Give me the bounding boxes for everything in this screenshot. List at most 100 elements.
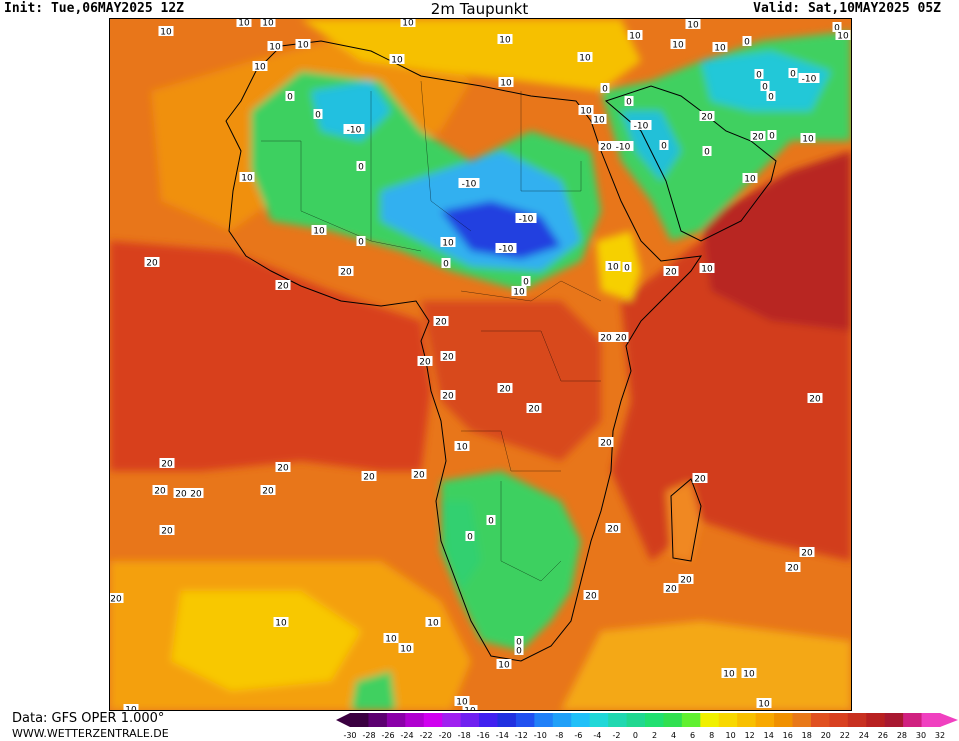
svg-text:20: 20 bbox=[615, 334, 627, 344]
contour-label: -10 bbox=[612, 141, 634, 153]
contour-label: 10 bbox=[398, 643, 414, 655]
colorbar-swatch bbox=[810, 713, 830, 727]
contour-label: 0 bbox=[742, 36, 752, 48]
contour-label: 20 bbox=[692, 473, 708, 485]
colorbar-tick-label: 12 bbox=[745, 731, 755, 740]
svg-text:10: 10 bbox=[391, 56, 403, 66]
colorbar-left-arrow bbox=[336, 713, 350, 727]
svg-text:20: 20 bbox=[694, 475, 706, 485]
colorbar-ticks: -30 -28 -26 -24 -22 -20 -18 -16 -14 -12 -10 -8 -6 -4-… bbox=[343, 731, 945, 740]
svg-text:0: 0 bbox=[523, 278, 529, 288]
svg-text:20: 20 bbox=[277, 464, 289, 474]
svg-text:0: 0 bbox=[516, 638, 522, 648]
contour-label: 20 bbox=[799, 547, 815, 559]
svg-text:20: 20 bbox=[262, 487, 274, 497]
colorbar-swatch bbox=[792, 713, 812, 727]
svg-text:20: 20 bbox=[419, 358, 431, 368]
contour-label: 10 bbox=[295, 39, 311, 51]
svg-text:10: 10 bbox=[160, 28, 172, 38]
svg-text:10: 10 bbox=[701, 265, 713, 275]
colorbar-tick-label: -24 bbox=[401, 731, 414, 740]
svg-text:10: 10 bbox=[837, 32, 849, 42]
svg-text:10: 10 bbox=[498, 661, 510, 671]
contour-label: 10 bbox=[699, 263, 715, 275]
colorbar-tick-label: -8 bbox=[555, 731, 563, 740]
colorbar-swatch bbox=[460, 713, 480, 727]
contour-label: 10 bbox=[252, 61, 268, 73]
svg-text:20: 20 bbox=[665, 585, 677, 595]
svg-text:20: 20 bbox=[340, 268, 352, 278]
contour-label: 10 bbox=[158, 26, 174, 38]
contour-label: 20 bbox=[699, 111, 715, 123]
colorbar-swatch bbox=[350, 713, 369, 727]
contour-label: 10 bbox=[670, 39, 686, 51]
svg-text:10: 10 bbox=[400, 645, 412, 655]
contour-label: 10 bbox=[496, 659, 512, 671]
svg-text:10: 10 bbox=[297, 41, 309, 51]
contour-label: -10 bbox=[458, 178, 480, 190]
colorbar-swatch bbox=[589, 713, 609, 727]
contour-label: 20 bbox=[750, 131, 766, 143]
colorbar-swatch bbox=[479, 713, 498, 727]
svg-text:0: 0 bbox=[756, 71, 762, 81]
colorbar-tick-label: 14 bbox=[764, 731, 774, 740]
contour-label: 20 bbox=[526, 403, 542, 415]
contour-label: 10 bbox=[605, 261, 621, 273]
svg-text:-10: -10 bbox=[347, 126, 362, 136]
svg-text:20: 20 bbox=[435, 318, 447, 328]
colorbar-swatch bbox=[571, 713, 591, 727]
svg-text:10: 10 bbox=[629, 32, 641, 42]
colorbar-swatch bbox=[368, 713, 388, 727]
svg-text:10: 10 bbox=[402, 19, 414, 29]
contour-label: 20 bbox=[338, 266, 354, 278]
colorbar-tick-label: 0 bbox=[633, 731, 638, 740]
svg-text:10: 10 bbox=[125, 706, 137, 711]
colorbar-swatch bbox=[442, 713, 462, 727]
svg-text:0: 0 bbox=[358, 238, 364, 248]
contour-label: 0 bbox=[356, 236, 366, 248]
tropical-atlantic-field bbox=[110, 241, 431, 471]
svg-text:0: 0 bbox=[769, 132, 775, 142]
svg-text:20: 20 bbox=[363, 473, 375, 483]
colorbar-swatch bbox=[884, 713, 904, 727]
contour-label: 10 bbox=[425, 617, 441, 629]
svg-text:10: 10 bbox=[593, 116, 605, 126]
contour-label: 10 bbox=[273, 617, 289, 629]
svg-text:10: 10 bbox=[456, 698, 468, 708]
svg-text:20: 20 bbox=[413, 471, 425, 481]
svg-text:10: 10 bbox=[802, 135, 814, 145]
website-label: WWW.WETTERZENTRALE.DE bbox=[12, 727, 169, 740]
contour-label: 20 bbox=[411, 469, 427, 481]
contour-label: 10 bbox=[267, 41, 283, 53]
colorbar-swatch bbox=[497, 713, 517, 727]
colorbar-tick-label: 28 bbox=[897, 731, 907, 740]
contour-label: -10 bbox=[515, 213, 537, 225]
contour-label: 20 bbox=[598, 437, 614, 449]
svg-text:20: 20 bbox=[600, 143, 612, 153]
contour-label: 20 bbox=[417, 356, 433, 368]
contour-label: 20 bbox=[433, 316, 449, 328]
colorbar-swatch bbox=[626, 713, 646, 727]
contour-label: 10 bbox=[498, 77, 514, 89]
colorbar-swatch bbox=[552, 713, 572, 727]
contour-label: 10 bbox=[497, 34, 513, 46]
svg-text:20: 20 bbox=[665, 268, 677, 278]
svg-text:0: 0 bbox=[315, 111, 321, 121]
contour-label: 20 bbox=[159, 458, 175, 470]
svg-text:20: 20 bbox=[110, 595, 122, 605]
colorbar-tick-label: -26 bbox=[382, 731, 395, 740]
contour-label: 10 bbox=[627, 30, 643, 42]
svg-text:10: 10 bbox=[500, 79, 512, 89]
contour-label: 0 bbox=[624, 96, 634, 108]
contour-label: 10 bbox=[383, 633, 399, 645]
init-time-label: Init: Tue,06MAY2025 12Z bbox=[4, 1, 185, 16]
svg-text:0: 0 bbox=[768, 93, 774, 103]
svg-text:0: 0 bbox=[467, 533, 473, 543]
contour-label: 0 bbox=[356, 161, 366, 173]
contour-label: 10 bbox=[389, 54, 405, 66]
colorbar-tick-label: -28 bbox=[362, 731, 375, 740]
colorbar: -30 -28 -26 -24 -22 -20 -18 -16 -14 -12 -10 -8 -6 -4-… bbox=[336, 713, 958, 740]
colorbar-swatch bbox=[921, 713, 941, 727]
contour-label: 0 bbox=[514, 645, 524, 657]
dewpoint-map[interactable]: 10 10 10 10 10 10 10 10 10 10 10 10 10 10 0 0 10 0 0 -10 10 1… bbox=[109, 18, 852, 711]
